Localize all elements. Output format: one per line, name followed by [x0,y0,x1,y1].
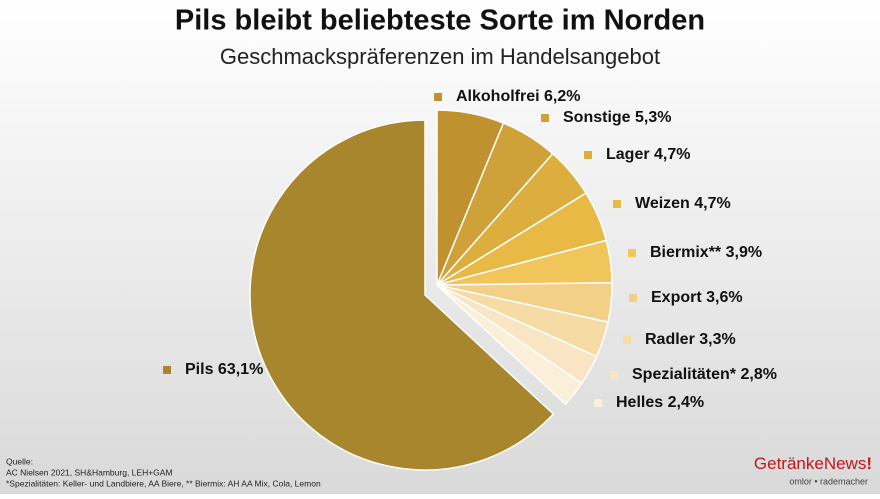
logo: GetränkeNews! [754,454,872,473]
legend-swatch [434,93,442,101]
slice-label: Alkoholfrei 6,2% [456,88,580,105]
slice-label: Helles 2,4% [616,394,704,411]
category-label: Weizen [635,195,690,212]
slice-label: Pils 63,1% [185,361,263,378]
legend-swatch [163,366,171,374]
logo-tagline: omlor • rademacher [789,476,868,486]
value-label: 2,4% [668,394,704,411]
slice-label: Weizen 4,7% [635,195,731,212]
note: Quelle: [6,456,33,466]
category-label: Radler [645,331,695,348]
labels: Alkoholfrei 6,2%Sonstige 5,3%Lager 4,7%W… [163,88,777,411]
value-label: 3,9% [726,244,762,261]
chart-subtitle: Geschmackspräferenzen im Handelsangebot [220,44,660,69]
slice-label: Sonstige 5,3% [563,109,671,126]
logo-mark: ! [866,454,872,473]
pie-slice [249,119,555,471]
category-label: Biermix** [650,244,722,261]
slice-label: Export 3,6% [651,289,743,306]
slice-label: Radler 3,3% [645,331,736,348]
category-label: Export [651,289,702,306]
value-label: 4,7% [694,195,730,212]
category-label: Alkoholfrei [456,88,540,105]
pie [249,109,613,471]
chart-title: Pils bleibt beliebteste Sorte im Norden [175,5,705,37]
value-label: 3,3% [699,331,735,348]
value-label: 2,8% [740,366,776,383]
legend-swatch [613,200,621,208]
category-label: Helles [616,394,663,411]
pie-slice [436,284,583,406]
value-label: 5,3% [635,109,671,126]
slice-label: Biermix** 3,9% [650,244,762,261]
legend-swatch [629,294,637,302]
slice-label: Spezialitäten* 2,8% [632,366,777,383]
category-label: Sonstige [563,109,631,126]
category-label: Spezialitäten* [632,366,737,383]
value-label: 3,6% [706,289,742,306]
legend-swatch [594,399,602,407]
category-label: Pils [185,361,214,378]
value-label: 6,2% [544,88,580,105]
value-label: 63,1% [218,361,263,378]
note: AC Nielsen 2021, SH&Hamburg, LEH+GAM [6,467,173,477]
logo-brand: GetränkeNews [754,454,866,473]
legend-swatch [541,114,549,122]
note: *Spezialitäten: Keller- und Landbiere, A… [6,478,321,488]
category-label: Lager [606,146,650,163]
slice-label: Lager 4,7% [606,146,691,163]
legend-swatch [610,371,618,379]
value-label: 4,7% [654,146,690,163]
legend-swatch [623,336,631,344]
legend-swatch [628,249,636,257]
legend-swatch [584,151,592,159]
